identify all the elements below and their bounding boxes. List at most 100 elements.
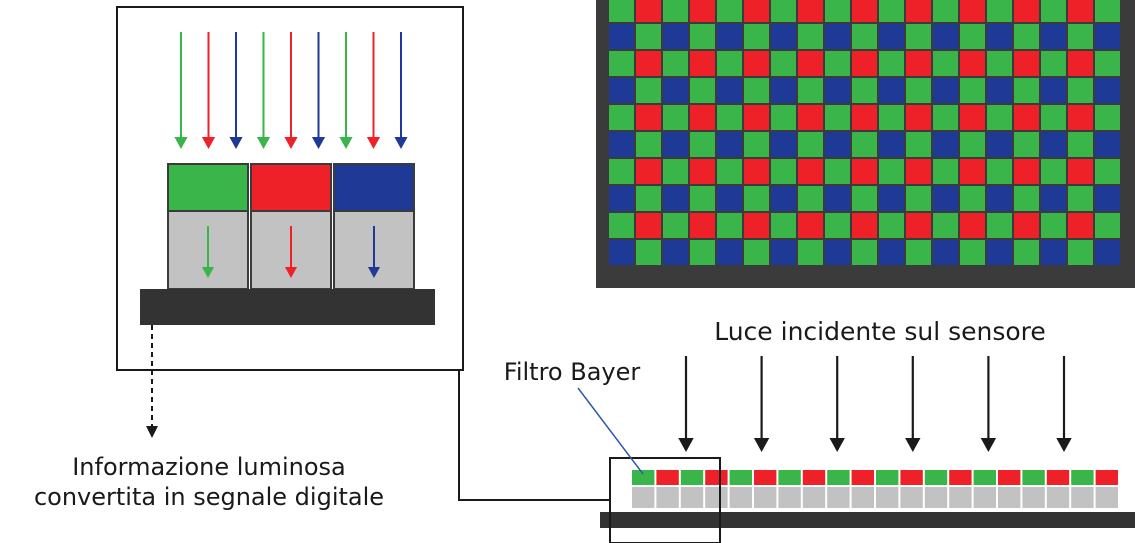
sensor-pixel-green [690, 240, 715, 265]
sensor-pixel-blue [717, 132, 742, 157]
sensor-pixel-green [771, 213, 796, 238]
sensor-pixel-blue [1095, 132, 1120, 157]
strip-photosite [632, 487, 655, 508]
sensor-pixel-blue [825, 24, 850, 49]
sensor-pixel-red [852, 0, 877, 22]
strip-filter-green [1022, 470, 1045, 485]
strip-filter-red [900, 470, 923, 485]
strip-photosite [1071, 487, 1094, 508]
sensor-pixel-blue [717, 24, 742, 49]
sensor-pixel-green [1041, 213, 1066, 238]
sensor-pixel-blue [1041, 186, 1066, 211]
strip-photosite [754, 487, 777, 508]
sensor-pixel-blue [1041, 132, 1066, 157]
sensor-pixel-green [663, 105, 688, 130]
sensor-pixel-blue [609, 186, 634, 211]
strip-zoom-box [609, 457, 721, 543]
strip-filter-green [827, 470, 850, 485]
sensor-pixel-blue [1095, 186, 1120, 211]
sensor-pixel-green [1014, 24, 1039, 49]
sensor-pixel-red [744, 213, 769, 238]
sensor-pixel-green [879, 213, 904, 238]
sensor-pixel-green [798, 78, 823, 103]
sensor-pixel-green [690, 132, 715, 157]
sensor-pixel-blue [609, 78, 634, 103]
sensor-pixel-red [636, 213, 661, 238]
sensor-pixel-green [987, 51, 1012, 76]
sensor-pixel-blue [663, 186, 688, 211]
strip-photosite [973, 487, 996, 508]
color-filter-green [167, 163, 249, 212]
sensor-pixel-green [933, 159, 958, 184]
sensor-pixel-green [933, 213, 958, 238]
sensor-pixel-green [636, 186, 661, 211]
sensor-pixel-blue [1095, 24, 1120, 49]
sensor-pixel-green [852, 186, 877, 211]
sensor-pixel-blue [987, 78, 1012, 103]
sensor-pixel-green [663, 0, 688, 22]
sensor-pixel-blue [1095, 240, 1120, 265]
sensor-pixel-red [1068, 51, 1093, 76]
sensor-pixel-green [1068, 78, 1093, 103]
sensor-pixel-blue [1041, 240, 1066, 265]
sensor-cells [609, 0, 1120, 265]
strip-filter-green [973, 470, 996, 485]
sensor-pixel-red [960, 0, 985, 22]
incident-arrow [829, 356, 845, 452]
sensor-pixel-red [906, 0, 931, 22]
strip-filter-green [729, 470, 752, 485]
sensor-pixel-red [1014, 0, 1039, 22]
sensor-pixel-green [852, 240, 877, 265]
strip-filter-green [778, 470, 801, 485]
sensor-pixel-red [852, 213, 877, 238]
zoom-connector-line [458, 370, 610, 501]
sensor-pixel-red [636, 105, 661, 130]
sensor-pixel-green [987, 105, 1012, 130]
sensor-pixel-red [798, 213, 823, 238]
sensor-pixel-blue [717, 240, 742, 265]
sensor-pixel-blue [825, 78, 850, 103]
sensor-pixel-green [663, 51, 688, 76]
sensor-pixel-blue [987, 186, 1012, 211]
sensor-pixel-green [609, 213, 634, 238]
sensor-pixel-green [960, 24, 985, 49]
detail-substrate [140, 289, 435, 325]
sensor-pixel-green [1014, 132, 1039, 157]
filtered-light-arrow-blue [367, 226, 381, 278]
incident-arrow [678, 356, 694, 452]
incident-arrow [1056, 356, 1072, 452]
sensor-pixel-green [879, 0, 904, 22]
sensor-pixel-red [960, 51, 985, 76]
light-arrow-blue [394, 32, 408, 149]
sensor-pixel-red [852, 105, 877, 130]
output-arrow [146, 325, 158, 438]
incident-light-arrows [678, 356, 1072, 452]
strip-photosite [729, 487, 752, 508]
sensor-pixel-red [1014, 105, 1039, 130]
sensor-pixel-red [690, 213, 715, 238]
strip-photosite [851, 487, 874, 508]
strip-photosite [998, 487, 1021, 508]
sensor-pixel-blue [771, 24, 796, 49]
sensor-pixel-green [987, 159, 1012, 184]
strip-photosite [827, 487, 850, 508]
color-filter-red [250, 163, 332, 212]
strip-substrate [600, 512, 1135, 528]
filtered-light-arrow-red [284, 226, 298, 278]
sensor-pixel-green [690, 186, 715, 211]
strip-photosite [1022, 487, 1045, 508]
sensor-pixel-blue [771, 186, 796, 211]
sensor-pixel-green [636, 24, 661, 49]
sensor-pixel-red [690, 159, 715, 184]
sensor-pixel-blue [933, 132, 958, 157]
strip-filter-red [851, 470, 874, 485]
strip-photosite [778, 487, 801, 508]
sensor-pixel-blue [987, 24, 1012, 49]
sensor-pixel-green [771, 159, 796, 184]
sensor-pixel-blue [663, 240, 688, 265]
sensor-pixel-green [825, 159, 850, 184]
sensor-pixel-green [636, 240, 661, 265]
output-label-line2: convertita in segnale digitale [34, 483, 384, 511]
sensor-pixel-green [798, 24, 823, 49]
sensor-pixel-green [1095, 159, 1120, 184]
